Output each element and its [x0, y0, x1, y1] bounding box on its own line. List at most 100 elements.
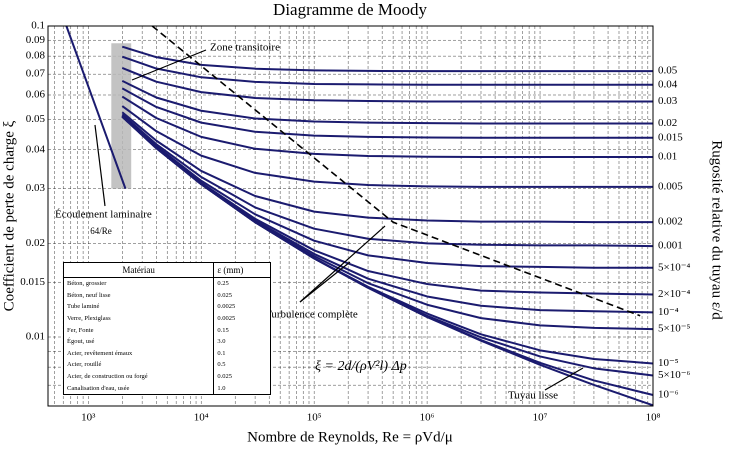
- table-row: Acier, de construction ou forgé 0.025: [64, 370, 271, 383]
- table-cell: Verre, Plexiglass: [67, 315, 111, 323]
- y-tick-label: 0.015: [20, 276, 45, 288]
- y-tick-label: 0.09: [26, 34, 46, 46]
- x-tick-label: 10⁶: [420, 412, 435, 424]
- roughness-curve: [121, 113, 654, 248]
- table-row: Acier, revêtement émaux 0.1: [64, 347, 271, 360]
- annotation: Tuyau lisse: [508, 390, 558, 402]
- table-cell: Canalisation d'eau, usée: [67, 384, 130, 392]
- y-tick-label: 0.04: [26, 143, 46, 155]
- table-cell: 0.1: [213, 347, 271, 360]
- arrow: [299, 261, 351, 303]
- series-label: 0.01: [658, 151, 677, 163]
- annotation: 64/Re: [90, 226, 112, 236]
- roughness-curve: [121, 114, 653, 269]
- table-cell: 0.0025: [213, 301, 271, 313]
- annotation-arrows: [94, 49, 584, 391]
- roughness-curve: [121, 67, 653, 103]
- complete-turbulence-line: [151, 25, 641, 317]
- roughness-curve: [121, 111, 653, 224]
- table-cell: Béton, grossier: [67, 280, 107, 288]
- y-tick-label: 0.03: [26, 182, 46, 194]
- series-label: 0.05: [658, 65, 678, 77]
- table-cell: Acier, revêtement émaux: [67, 349, 133, 357]
- y-tick-label: 0.08: [26, 50, 46, 62]
- arrow: [94, 124, 106, 207]
- series-label: 5×10⁻⁵: [658, 323, 691, 335]
- y-tick-label: 0.01: [26, 331, 45, 343]
- x-tick-label: 10⁵: [307, 412, 322, 424]
- series-label: 5×10⁻⁶: [658, 369, 691, 381]
- x-tick-label: 10³: [81, 412, 96, 424]
- series-label: 5×10⁻⁴: [658, 261, 691, 273]
- series-label: 0.005: [658, 180, 683, 192]
- series-label: 10⁻⁶: [658, 389, 679, 401]
- annotation: Turbulence complète: [265, 309, 358, 321]
- y-tick-label: 0.02: [26, 237, 45, 249]
- table-row: Béton, neuf lisse 0.025: [64, 289, 271, 302]
- roughness-curve: [121, 105, 653, 188]
- roughness-curve: [121, 87, 653, 139]
- table-row: Acier, rouillé 0.5: [64, 359, 271, 371]
- roughness-curve: [121, 95, 653, 159]
- table-row: Fer, Fonte 0.15: [64, 324, 271, 336]
- y-tick-label: 0.07: [26, 68, 46, 80]
- table-cell: Acier, de construction ou forgé: [67, 373, 148, 381]
- series-label: 0.03: [658, 95, 678, 107]
- table-row: Verre, Plexiglass 0.0025: [64, 312, 271, 325]
- annotation: Écoulement laminaire: [55, 209, 152, 221]
- table-cell: 3.0: [213, 335, 271, 348]
- table-cell: 0.5: [213, 359, 271, 371]
- table-cell: 0.0025: [213, 312, 271, 325]
- series-label: 0.04: [658, 78, 678, 90]
- table-cell: Égout, usé: [67, 338, 95, 346]
- formula: ξ = 2d/(ρV²l) Δp: [315, 359, 407, 374]
- series-label: 0.002: [658, 216, 683, 228]
- table-row: Tube laminé 0.0025: [64, 301, 271, 313]
- laminar-line: [65, 25, 127, 189]
- x-tick-label: 10⁷: [533, 412, 548, 424]
- y2-axis-label: Rugosité relative du tuyau ε/d: [709, 140, 725, 320]
- series-label: 10⁻⁴: [658, 306, 679, 318]
- marks: [65, 25, 654, 407]
- x-axis-label: Nombre de Reynolds, Re = ρVd/μ: [247, 429, 453, 445]
- table-cell: Béton, neuf lisse: [67, 291, 111, 299]
- roughness-curve: [121, 80, 653, 125]
- table-cell: 0.25: [213, 277, 271, 290]
- header-cell: Matériau: [63, 262, 214, 278]
- table-cell: Fer, Fonte: [67, 326, 94, 334]
- table-header: Matériau ε (mm): [63, 262, 271, 278]
- table-cell: 0.15: [213, 324, 271, 336]
- table-cell: 0.025: [213, 289, 271, 302]
- grid: [48, 25, 654, 406]
- x-tick-label: 10⁸: [646, 412, 661, 424]
- y-tick-label: 0.05: [26, 113, 46, 125]
- transition-zone: [111, 43, 132, 189]
- roughness-curve: [121, 45, 653, 73]
- chart-title: Diagramme de Moody: [273, 0, 427, 19]
- series-label: 0.015: [658, 131, 683, 143]
- arrow: [299, 225, 386, 303]
- arrow: [131, 49, 207, 81]
- roughness-curve: [121, 115, 654, 407]
- header-cell: ε (mm): [213, 262, 271, 278]
- material-table: Matériau ε (mm) Béton, grossier 0.25 Béton…: [63, 262, 271, 395]
- table-cell: Acier, rouillé: [67, 361, 102, 369]
- x-tick-label: 10⁴: [194, 412, 209, 424]
- table-row: Béton, grossier 0.25: [64, 277, 271, 290]
- table-row: Égout, usé 3.0: [64, 335, 271, 348]
- plot-frame: [47, 25, 654, 407]
- table-cell: 0.025: [213, 370, 271, 383]
- series-label: 2×10⁻⁴: [658, 288, 691, 300]
- y-tick-label: 0.06: [26, 89, 46, 101]
- annotation: Zone transitoire: [210, 42, 280, 54]
- roughness-curve: [121, 55, 653, 86]
- series-label: 0.02: [658, 117, 677, 129]
- y-axis-label: Coefficient de perte de charge ξ: [1, 120, 17, 311]
- series-label: 10⁻⁵: [658, 357, 679, 369]
- arrow: [544, 367, 584, 391]
- y-tick-label: 0.1: [31, 20, 45, 32]
- table-row: Canalisation d'eau, usée 1.0: [64, 382, 271, 395]
- table-cell: 1.0: [213, 382, 271, 395]
